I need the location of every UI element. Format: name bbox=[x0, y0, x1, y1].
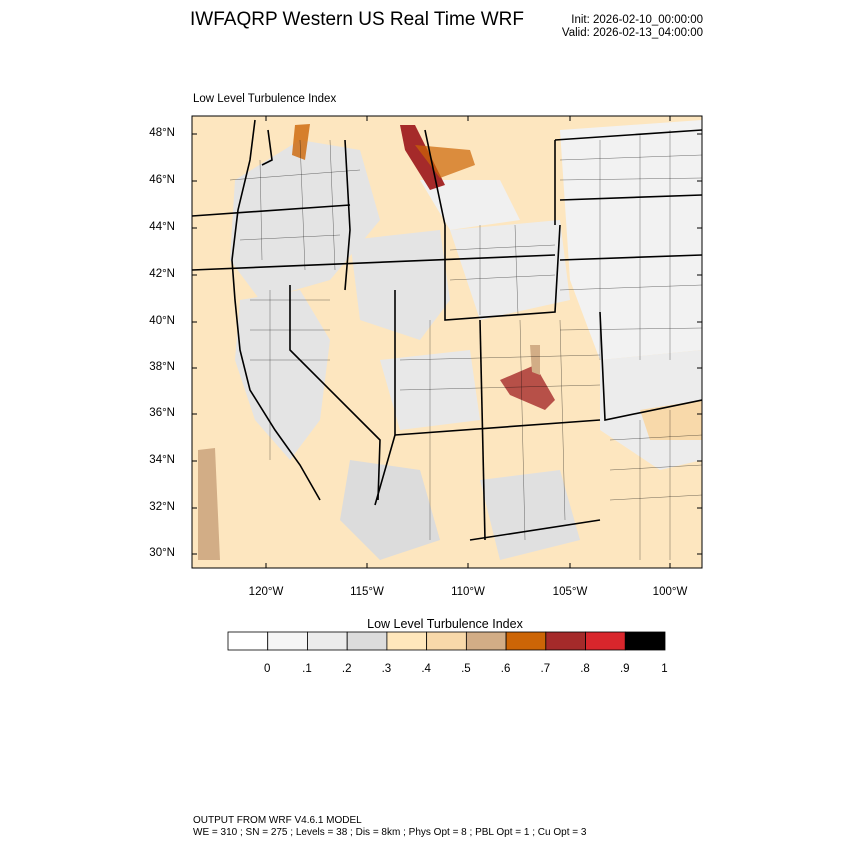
coastline bbox=[231, 119, 321, 501]
colorbar-swatch bbox=[346, 631, 388, 651]
colorbar-swatch bbox=[585, 631, 626, 651]
lat-label-42: 42°N bbox=[149, 268, 175, 280]
tick-marks bbox=[192, 116, 702, 568]
init-time: Init: 2026-02-10_00:00:00 bbox=[571, 14, 703, 26]
plot-title: IWFAQRP Western US Real Time WRF bbox=[190, 9, 524, 30]
colorbar-label: .9 bbox=[619, 663, 630, 675]
colorbar bbox=[227, 631, 666, 651]
lat-label-32: 32°N bbox=[149, 501, 175, 513]
colorbar-label: .3 bbox=[381, 663, 392, 675]
colorbar-label: .5 bbox=[461, 663, 471, 675]
map-title: Low Level Turbulence Index bbox=[193, 93, 337, 105]
lat-label-46: 46°N bbox=[149, 174, 175, 186]
lat-label-48: 48°N bbox=[149, 127, 175, 139]
lat-label-40: 40°N bbox=[149, 315, 175, 327]
colorbar-label: .6 bbox=[500, 663, 511, 675]
colorbar-title: Low Level Turbulence Index bbox=[367, 617, 523, 631]
colorbar-label: .4 bbox=[421, 663, 431, 675]
lon-label-100: 100°W bbox=[652, 586, 688, 598]
colorbar-swatch bbox=[465, 631, 507, 651]
lon-label-115: 115°W bbox=[350, 586, 384, 598]
map-area bbox=[192, 116, 702, 568]
colorbar-swatch bbox=[426, 631, 467, 651]
colorbar-label: .2 bbox=[341, 663, 352, 675]
colorbar-swatch bbox=[545, 631, 586, 651]
footer-model-info: OUTPUT FROM WRF V4.6.1 MODEL bbox=[193, 815, 362, 826]
colorbar-label: 0 bbox=[264, 663, 271, 675]
lat-label-44: 44°N bbox=[149, 221, 175, 233]
map-frame bbox=[191, 115, 703, 569]
colorbar-swatch bbox=[307, 631, 348, 651]
lat-label-34: 34°N bbox=[149, 454, 175, 466]
valid-time: Valid: 2026-02-13_04:00:00 bbox=[561, 27, 703, 39]
colorbar-swatch bbox=[505, 631, 547, 651]
state-boundaries bbox=[192, 129, 702, 541]
colorbar-label: .7 bbox=[540, 663, 551, 675]
colorbar-label: .8 bbox=[580, 663, 590, 675]
lon-label-105: 105°W bbox=[552, 586, 588, 598]
colorbar-label: .1 bbox=[302, 663, 312, 675]
footer-config-info: WE = 310 ; SN = 275 ; Levels = 38 ; Dis … bbox=[193, 827, 587, 838]
colorbar-label: 1 bbox=[661, 663, 668, 675]
colorbar-swatch bbox=[267, 631, 308, 651]
colorbar-swatch bbox=[227, 631, 269, 651]
low-index-regions bbox=[230, 120, 702, 560]
lat-label-30: 30°N bbox=[149, 547, 175, 559]
lat-label-36: 36°N bbox=[149, 407, 175, 419]
colorbar-swatch bbox=[624, 631, 666, 651]
county-boundaries bbox=[229, 130, 702, 560]
colorbar-swatch bbox=[386, 631, 428, 651]
lon-label-110: 110°W bbox=[451, 586, 485, 598]
lat-label-38: 38°N bbox=[149, 361, 175, 373]
lon-label-120: 120°W bbox=[248, 586, 284, 598]
